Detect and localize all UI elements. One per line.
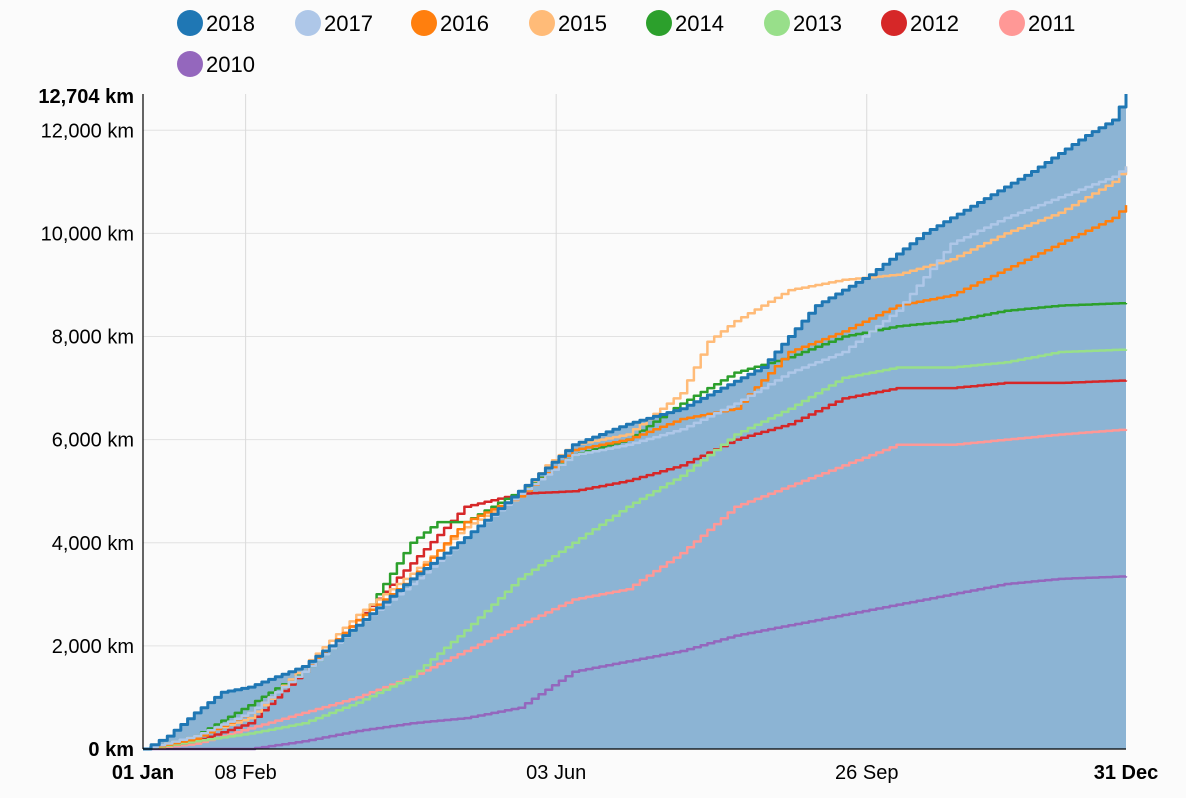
series-line-2018	[143, 94, 1128, 751]
x-tick-label: 26 Sep	[835, 762, 898, 784]
x-tick-label: 31 Dec	[1094, 762, 1159, 784]
y-tick-label: 0 km	[88, 739, 134, 761]
legend-swatch-2013	[764, 10, 790, 36]
legend-label-2011: 2011	[1028, 11, 1075, 36]
legend-swatch-2012	[881, 10, 907, 36]
legend-swatch-2017	[295, 10, 321, 36]
legend-label-2013: 2013	[793, 11, 842, 36]
legend: 2018 2017 2016 2015 2014 2013 2012 2011 2010	[177, 10, 1075, 77]
legend-swatch-2010	[177, 51, 203, 77]
y-tick-label: 12,000 km	[41, 120, 134, 142]
series-line-2013	[143, 348, 1128, 751]
legend-label-2017: 2017	[324, 11, 373, 36]
legend-swatch-2018	[177, 10, 203, 36]
axes: 0 km 2,000 km 4,000 km 6,000 km 8,000 km 10,0…	[38, 86, 1158, 784]
series-line-2017	[143, 166, 1128, 751]
x-tick-label: 01 Jan	[112, 762, 174, 784]
area-2018	[143, 94, 1126, 749]
legend-label-2015: 2015	[558, 11, 607, 36]
legend-swatch-2015	[529, 10, 555, 36]
x-tick-label: 03 Jun	[526, 762, 586, 784]
legend-label-2014: 2014	[675, 11, 724, 36]
legend-label-2016: 2016	[440, 11, 489, 36]
y-tick-label: 10,000 km	[41, 223, 134, 245]
legend-label-2018: 2018	[206, 11, 255, 36]
legend-swatch-2014	[646, 10, 672, 36]
series-line-2011	[143, 428, 1128, 751]
legend-swatch-2011	[999, 10, 1025, 36]
y-tick-label: 8,000 km	[52, 327, 134, 349]
legend-swatch-2016	[411, 10, 437, 36]
area-fill	[143, 94, 1126, 749]
legend-label-2010: 2010	[206, 52, 255, 77]
series-line-2010	[143, 575, 1128, 751]
x-tick-label: 08 Feb	[214, 762, 276, 784]
y-tick-label: 2,000 km	[52, 636, 134, 658]
series-lines	[143, 94, 1128, 751]
y-tick-label: 6,000 km	[52, 430, 134, 452]
y-max-label: 12,704 km	[38, 86, 134, 108]
y-tick-label: 4,000 km	[52, 533, 134, 555]
legend-label-2012: 2012	[910, 11, 959, 36]
